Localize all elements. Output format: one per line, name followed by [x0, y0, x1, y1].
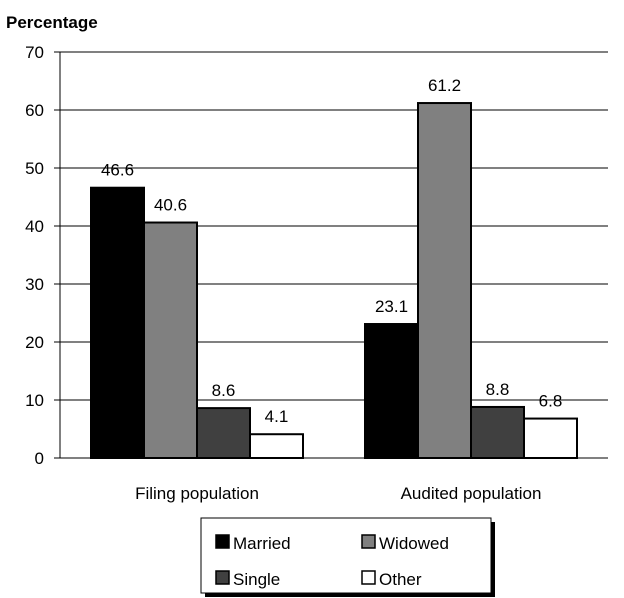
data-label: 23.1	[375, 297, 408, 316]
y-tick-label: 20	[25, 333, 44, 352]
data-label: 40.6	[154, 196, 187, 215]
legend-label-single: Single	[233, 570, 280, 589]
bar-widowed-audited	[417, 102, 472, 459]
axes	[59, 52, 608, 459]
data-labels: 46.6 40.6 8.6 4.1 23.1 61.2 8.8 6.8	[101, 76, 562, 426]
legend-label-married: Married	[233, 534, 291, 553]
bar-married-filing	[90, 186, 145, 459]
y-tick-label: 10	[25, 391, 44, 410]
bar-married-audited	[364, 323, 419, 459]
legend: Married Widowed Single Other	[200, 517, 495, 597]
y-tick-label: 50	[25, 159, 44, 178]
y-tick-label: 70	[25, 43, 44, 62]
bars	[90, 102, 578, 460]
bar-widowed-filing	[143, 221, 198, 459]
legend-label-other: Other	[379, 570, 422, 589]
y-tick-label: 60	[25, 101, 44, 120]
data-label: 4.1	[265, 407, 289, 426]
y-tick-label: 30	[25, 275, 44, 294]
x-axis-categories: Filing population Audited population	[135, 484, 541, 503]
legend-swatch-other	[361, 570, 376, 585]
data-label: 61.2	[428, 76, 461, 95]
data-label: 8.8	[486, 380, 510, 399]
legend-swatch-widowed	[361, 534, 376, 549]
bar-other-filing	[249, 433, 304, 460]
legend-swatch-married	[215, 534, 230, 549]
data-label: 8.6	[212, 381, 236, 400]
bar-single-filing	[196, 407, 251, 459]
x-category-label: Audited population	[401, 484, 542, 503]
legend-box	[200, 517, 492, 594]
x-category-label: Filing population	[135, 484, 259, 503]
y-axis-ticks: 0 10 20 30 40 50 60 70	[25, 43, 60, 468]
legend-swatch-single	[215, 570, 230, 585]
bar-single-audited	[470, 405, 525, 459]
legend-label-widowed: Widowed	[379, 534, 449, 553]
data-label: 46.6	[101, 161, 134, 180]
data-label: 6.8	[539, 392, 563, 411]
y-tick-label: 0	[35, 449, 44, 468]
y-tick-label: 40	[25, 217, 44, 236]
bar-other-audited	[523, 417, 578, 459]
y-axis-title: Percentage	[6, 13, 98, 32]
